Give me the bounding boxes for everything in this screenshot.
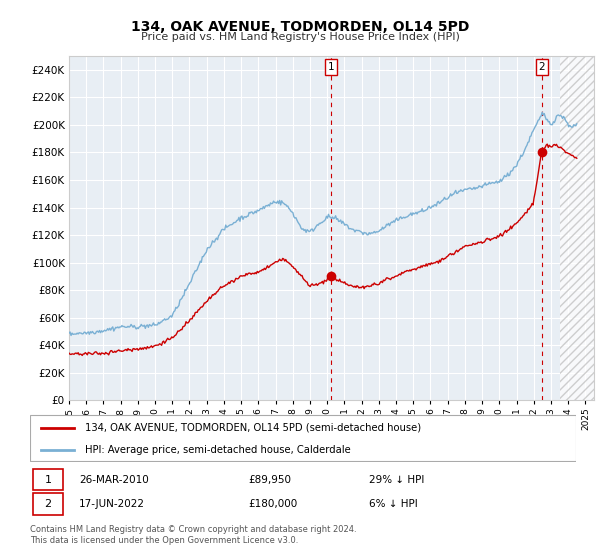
Text: 134, OAK AVENUE, TODMORDEN, OL14 5PD: 134, OAK AVENUE, TODMORDEN, OL14 5PD xyxy=(131,20,469,34)
Text: 2: 2 xyxy=(538,62,545,72)
FancyBboxPatch shape xyxy=(33,493,63,515)
Bar xyxy=(560,56,594,400)
Text: HPI: Average price, semi-detached house, Calderdale: HPI: Average price, semi-detached house,… xyxy=(85,445,350,455)
Text: 1: 1 xyxy=(328,62,335,72)
Text: 26-MAR-2010: 26-MAR-2010 xyxy=(79,475,149,485)
FancyBboxPatch shape xyxy=(33,469,63,491)
Text: Price paid vs. HM Land Registry's House Price Index (HPI): Price paid vs. HM Land Registry's House … xyxy=(140,32,460,43)
Text: 134, OAK AVENUE, TODMORDEN, OL14 5PD (semi-detached house): 134, OAK AVENUE, TODMORDEN, OL14 5PD (se… xyxy=(85,423,421,433)
Text: Contains HM Land Registry data © Crown copyright and database right 2024.
This d: Contains HM Land Registry data © Crown c… xyxy=(30,525,356,545)
Text: 17-JUN-2022: 17-JUN-2022 xyxy=(79,500,145,510)
Text: 29% ↓ HPI: 29% ↓ HPI xyxy=(368,475,424,485)
Text: £89,950: £89,950 xyxy=(248,475,292,485)
Text: £180,000: £180,000 xyxy=(248,500,298,510)
Text: 1: 1 xyxy=(44,475,52,485)
Text: 2: 2 xyxy=(44,500,52,510)
FancyBboxPatch shape xyxy=(30,416,576,461)
Text: 6% ↓ HPI: 6% ↓ HPI xyxy=(368,500,417,510)
